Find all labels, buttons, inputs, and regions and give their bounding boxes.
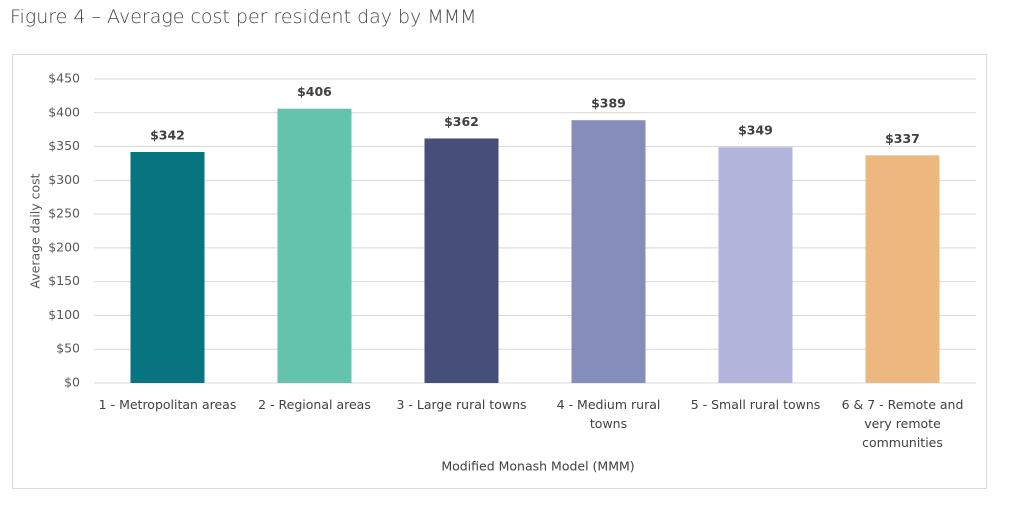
y-tick-label: $150: [48, 273, 80, 288]
value-label: $349: [738, 123, 773, 138]
x-tick-label: 4 - Medium rural towns: [556, 397, 661, 431]
x-tick-label: 6 & 7 - Remote and very remote communiti…: [841, 397, 964, 450]
bar: [424, 138, 499, 383]
y-tick-label: $0: [64, 375, 80, 390]
y-tick-label: $100: [48, 307, 80, 322]
chart-title: Figure 4 – Average cost per resident day…: [10, 6, 477, 28]
bar: [718, 147, 793, 383]
x-tick-label: 5 - Small rural towns: [690, 397, 821, 412]
bar: [130, 151, 205, 383]
y-tick-label: $250: [48, 206, 80, 221]
y-tick-label: $200: [48, 239, 80, 254]
chart-frame: [12, 54, 987, 489]
y-tick-label: $450: [48, 71, 80, 86]
x-tick-label: 1 - Metropolitan areas: [98, 397, 237, 412]
y-tick-label: $350: [48, 138, 80, 153]
bar: [277, 108, 352, 384]
x-tick-label: 3 - Large rural towns: [396, 397, 527, 412]
x-axis-title: Modified Monash Model (MMM): [441, 459, 634, 474]
y-tick-label: $400: [48, 104, 80, 119]
value-label: $406: [297, 84, 332, 99]
y-axis-title: Average daily cost: [28, 173, 43, 288]
bar: [571, 120, 646, 383]
value-label: $337: [885, 131, 920, 146]
y-tick-label: $300: [48, 172, 80, 187]
value-label: $362: [444, 114, 479, 129]
y-tick-label: $50: [56, 341, 80, 356]
bar: [865, 155, 940, 383]
value-label: $342: [150, 127, 185, 142]
x-tick-label: 2 - Regional areas: [258, 397, 371, 412]
value-label: $389: [591, 96, 626, 111]
